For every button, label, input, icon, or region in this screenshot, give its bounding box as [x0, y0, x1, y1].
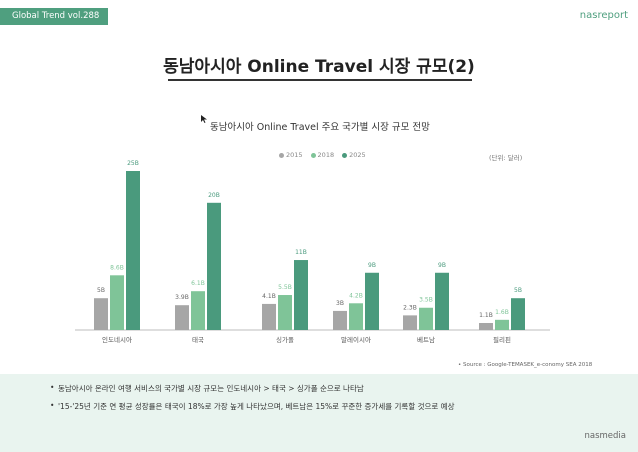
- issue-badge: Global Trend vol.288: [0, 8, 108, 25]
- data-label-2015-3: 3B: [336, 300, 344, 307]
- brand-logo-bottom: nasmedia: [584, 431, 627, 441]
- bar-2018-4: [419, 307, 433, 330]
- category-label-5: 필리핀: [493, 335, 511, 344]
- data-label-2018-0: 8.6B: [110, 264, 124, 271]
- data-label-2015-2: 4.1B: [262, 293, 276, 300]
- title-underline: [168, 79, 472, 81]
- summary-note-1: 동남아시아 온라인 여행 서비스의 국가별 시장 규모는 인도네시아 > 태국 …: [58, 384, 364, 393]
- category-label-2: 싱가폴: [276, 335, 294, 344]
- bar-2018-3: [349, 303, 363, 330]
- bar-2025-0: [126, 171, 140, 330]
- data-label-2025-0: 25B: [127, 160, 139, 167]
- data-label-2015-5: 1.1B: [479, 312, 493, 319]
- bar-2025-2: [294, 260, 308, 330]
- cursor-icon: [201, 115, 207, 123]
- data-label-2018-4: 3.5B: [419, 297, 433, 304]
- bar-2015-5: [479, 323, 493, 330]
- unit-label: (단위: 달러): [489, 154, 523, 162]
- legend-label-2015: 2015: [286, 151, 303, 159]
- category-label-1: 태국: [192, 336, 204, 344]
- legend-item-2025: 2025: [342, 151, 366, 159]
- chart-title: 동남아시아 Online Travel 주요 국가별 시장 규모 전망: [210, 122, 430, 133]
- bar-chart: 5B 8.6B 25B 인도네시아 3.9B6.1B 20B 태국 4.1B5.5B 11B 싱가…: [75, 160, 550, 344]
- summary-band: [0, 374, 638, 452]
- legend-item-2015: 2015: [279, 151, 303, 159]
- legend-swatch-2025: [342, 152, 348, 158]
- bar-2025-1: [207, 202, 221, 330]
- source-note: • Source : Google-TEMASEK_e-conomy SEA 2…: [458, 362, 593, 368]
- bar-2018-1: [191, 291, 205, 330]
- legend-swatch-2018: [310, 152, 316, 158]
- bar-2015-4: [403, 315, 417, 330]
- data-label-2015-0: 5B: [97, 287, 105, 294]
- page-title: 동남아시아 Online Travel 시장 규모(2): [163, 57, 475, 77]
- category-label-0: 인도네시아: [102, 335, 132, 344]
- data-label-2015-1: 3.9B: [175, 294, 189, 301]
- bar-2025-4: [435, 272, 449, 330]
- bar-2018-5: [495, 319, 509, 330]
- data-label-2025-5: 5B: [514, 287, 522, 294]
- bar-2025-3: [365, 272, 379, 330]
- category-label-3: 말레이시아: [341, 335, 371, 344]
- category-label-4: 베트남: [417, 335, 435, 344]
- summary-note-2: '15-'25년 기준 연 평균 성장률은 태국이 18%로 가장 높게 나타났…: [58, 402, 455, 411]
- data-label-2025-1: 20B: [208, 192, 220, 199]
- data-label-2025-3: 9B: [368, 262, 376, 269]
- chart-legend: 2015 2018 2025: [279, 151, 366, 159]
- data-label-2018-1: 6.1B: [191, 280, 205, 287]
- data-label-2018-2: 5.5B: [278, 284, 292, 291]
- note-bullet-1: •: [50, 383, 55, 392]
- data-label-2018-3: 4.2B: [349, 292, 363, 299]
- bar-2025-5: [511, 298, 525, 330]
- bar-2015-1: [175, 305, 189, 330]
- data-label-2025-2: 11B: [295, 249, 307, 256]
- bar-2015-0: [94, 298, 108, 330]
- brand-logo-top: nasreport: [579, 10, 628, 21]
- bar-2015-3: [333, 310, 347, 330]
- legend-item-2018: 2018: [310, 151, 335, 159]
- legend-label-2025: 2025: [349, 151, 366, 159]
- data-label-2025-4: 9B: [438, 262, 446, 269]
- data-label-2018-5: 1.6B: [495, 309, 509, 316]
- legend-label-2018: 2018: [317, 151, 335, 159]
- legend-swatch-2015: [279, 152, 284, 158]
- bar-2015-2: [262, 303, 276, 330]
- note-bullet-2: •: [50, 401, 55, 410]
- data-label-2015-4: 2.3B: [403, 304, 417, 311]
- bar-2018-2: [278, 295, 292, 330]
- bar-2018-0: [110, 275, 124, 330]
